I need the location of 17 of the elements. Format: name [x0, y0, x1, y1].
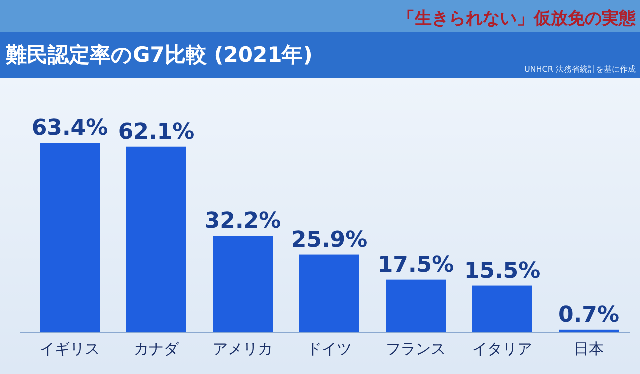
- data-label: 17.5%: [378, 252, 454, 278]
- x-tick-label: イタリア: [472, 340, 532, 358]
- x-tick-label: カナダ: [134, 340, 180, 358]
- text: 「生きられない」仮放免の実態: [398, 9, 637, 29]
- data-label: 25.9%: [291, 228, 368, 253]
- x-tick-label: フランス: [386, 340, 446, 358]
- text: UNHCR 法務省統計を基に作成: [524, 65, 636, 74]
- data-label: 32.2%: [204, 209, 282, 234]
- data-label: 15.5%: [464, 258, 541, 284]
- x-tick-label: イギリス: [40, 340, 100, 358]
- data-label: 0.7%: [558, 302, 620, 328]
- data-label: 62.1%: [118, 120, 195, 145]
- x-tick-label: 日本: [574, 340, 604, 358]
- data-label: 63.4%: [32, 116, 108, 141]
- x-tick-label: アメリカ: [213, 340, 273, 358]
- x-tick-label: ドイツ: [307, 340, 352, 358]
- chart-title: 難民認定率のG7比較 (2021年): [5, 43, 313, 67]
